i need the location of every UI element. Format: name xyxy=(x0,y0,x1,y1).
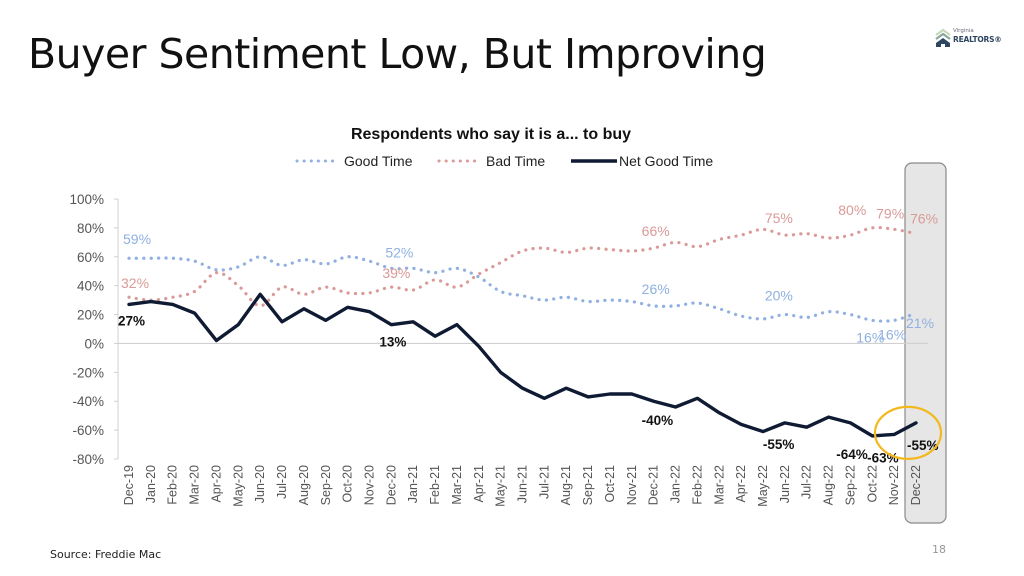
legend-label-good: Good Time xyxy=(344,153,413,169)
x-tick-label: Feb-22 xyxy=(690,465,704,505)
x-tick-label: Feb-20 xyxy=(166,465,180,505)
data-label: -55% xyxy=(907,438,939,453)
x-tick-label: Sep-20 xyxy=(319,465,333,505)
data-label: 75% xyxy=(765,210,793,226)
y-tick-label: 20% xyxy=(77,308,104,323)
x-tick-label: Oct-20 xyxy=(341,465,355,503)
highlight-circle xyxy=(873,405,943,460)
y-tick-label: -20% xyxy=(72,365,104,380)
y-tick-label: -40% xyxy=(72,394,104,409)
data-labels: 59%52%26% 20%16%16%21%32%39%66%75%80% 79% 7… xyxy=(118,202,939,466)
x-tick-label: Dec-21 xyxy=(647,465,661,505)
x-tick-label: Jul-21 xyxy=(537,465,551,499)
y-tick-label: 60% xyxy=(77,250,104,265)
data-label: 16% xyxy=(856,329,884,345)
x-tick-label: Dec-20 xyxy=(384,465,398,505)
virginia-realtors-logo: Virginia REALTORS® xyxy=(934,28,1004,52)
y-tick-label: -80% xyxy=(72,452,104,467)
logo-text-virginia: Virginia xyxy=(953,28,974,34)
data-label: 66% xyxy=(642,223,670,239)
x-tick-label: Oct-21 xyxy=(603,465,617,503)
y-tick-label: 100% xyxy=(69,192,104,207)
x-tick-label: Mar-20 xyxy=(188,465,202,505)
y-tick-label: 40% xyxy=(77,279,104,294)
data-label: -55% xyxy=(763,437,795,452)
x-tick-label: Aug-22 xyxy=(822,465,836,505)
y-tick-label: -60% xyxy=(72,423,104,438)
data-label: -64% xyxy=(836,447,868,462)
x-tick-label: Nov-21 xyxy=(625,465,639,505)
slide-title: Buyer Sentiment Low, But Improving xyxy=(28,30,767,78)
x-tick-label: Jul-22 xyxy=(800,465,814,499)
data-label: 13% xyxy=(379,335,406,350)
data-label: 26% xyxy=(642,281,670,297)
x-tick-label: Jun-21 xyxy=(516,465,530,503)
x-tick-label: Nov-22 xyxy=(887,465,901,505)
x-tick-label: Dec-19 xyxy=(122,465,136,505)
data-label: 27% xyxy=(118,313,145,328)
data-label: 32% xyxy=(121,275,149,291)
page-number: 18 xyxy=(932,543,946,556)
x-tick-label: Feb-21 xyxy=(428,465,442,505)
data-label: 52% xyxy=(385,244,413,260)
x-tick-label: May-22 xyxy=(756,465,770,507)
data-label: 21% xyxy=(906,315,934,331)
data-label: 59% xyxy=(123,231,151,247)
x-tick-label: Jan-22 xyxy=(669,465,683,503)
x-tick-label: May-21 xyxy=(494,465,508,507)
x-axis-ticks: Dec-19 Jan-20 Feb-20 Mar-20 Apr-20 May-20 Jun-… xyxy=(122,465,923,507)
logo-text-realtors: REALTORS® xyxy=(953,35,1002,44)
legend: Good Time Bad Time Net Good Time xyxy=(295,153,713,169)
x-tick-label: Sep-22 xyxy=(843,465,857,505)
x-tick-label: Dec-22 xyxy=(909,465,923,505)
x-tick-label: May-20 xyxy=(231,465,245,507)
y-tick-label: 80% xyxy=(77,221,104,236)
data-label: -40% xyxy=(642,413,674,428)
source-note: Source: Freddie Mac xyxy=(50,548,162,561)
x-tick-label: Jun-22 xyxy=(778,465,792,503)
x-tick-label: Mar-21 xyxy=(450,465,464,505)
data-label: 16% xyxy=(878,326,906,342)
y-axis-ticks: 100% 80% 60% 40% 20% 0% -20% -40% -60% -80% xyxy=(69,192,118,467)
data-label: 79% xyxy=(876,205,904,221)
data-label: 20% xyxy=(765,288,793,304)
x-tick-label: Jan-21 xyxy=(406,465,420,503)
data-label: -63% xyxy=(867,450,899,465)
x-tick-label: Sep-21 xyxy=(581,465,595,505)
x-tick-label: Apr-20 xyxy=(209,465,223,503)
x-tick-label: Apr-21 xyxy=(472,465,486,503)
x-tick-label: Mar-22 xyxy=(712,465,726,505)
x-tick-label: Oct-22 xyxy=(865,465,879,503)
x-tick-label: Jun-20 xyxy=(253,465,267,503)
house-chevron-icon xyxy=(935,28,951,47)
series-line-net-good-time xyxy=(127,292,918,438)
x-tick-label: Aug-21 xyxy=(559,465,573,505)
x-tick-label: Apr-22 xyxy=(734,465,748,503)
x-tick-label: Jan-20 xyxy=(144,465,158,503)
data-label: 39% xyxy=(382,265,410,281)
series-layer xyxy=(127,225,918,438)
x-tick-label: Aug-20 xyxy=(297,465,311,505)
chart-title: Respondents who say it is a... to buy xyxy=(351,126,631,143)
x-tick-label: Nov-20 xyxy=(362,465,376,505)
data-label: 76% xyxy=(910,211,938,227)
legend-label-net: Net Good Time xyxy=(619,153,713,169)
y-tick-label: 0% xyxy=(84,336,104,351)
series-line-bad-time xyxy=(127,225,918,308)
legend-label-bad: Bad Time xyxy=(486,153,545,169)
x-tick-label: Jul-20 xyxy=(275,465,289,499)
data-label: 80% xyxy=(838,202,866,218)
